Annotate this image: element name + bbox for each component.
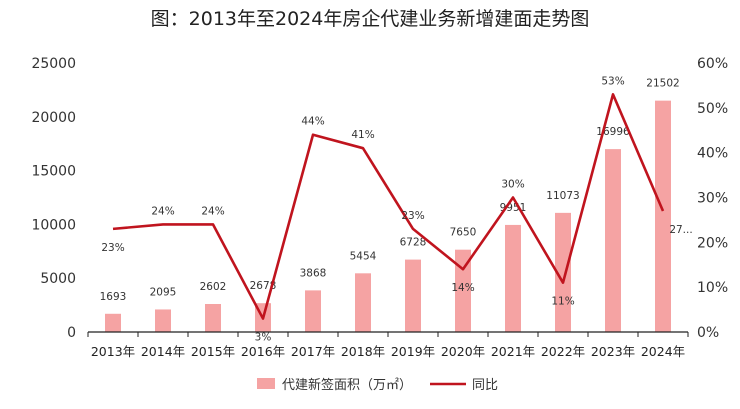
- line-value-label: 53%: [601, 75, 624, 87]
- bar-value-label: 21502: [646, 78, 679, 90]
- bar: [405, 259, 421, 332]
- x-axis: 2013年 2014年 2015年 2016年 2017年 2018年 2019年 2020年…: [87, 331, 689, 359]
- bar: [555, 212, 571, 332]
- legend: 代建新签面积（万㎡） 同比: [257, 377, 498, 393]
- left-tick-label: 10000: [31, 217, 76, 233]
- right-tick-label: 40%: [697, 146, 728, 162]
- bar-value-label: 6728: [400, 237, 427, 249]
- line-value-label: 41%: [351, 129, 374, 141]
- line-path: [112, 93, 665, 320]
- line-value-label: 23%: [401, 210, 424, 222]
- bar-series: 1693 2095 2602 2678386854546728765099511107…: [100, 78, 680, 332]
- bar-value-label: 11073: [546, 190, 579, 202]
- right-tick-label: 10%: [697, 280, 728, 296]
- bar: [605, 149, 621, 332]
- line-value-label: 11%: [551, 296, 574, 308]
- right-tick-label: 20%: [697, 235, 728, 251]
- line-value-label: 23%: [101, 242, 124, 254]
- bar-value-label: 2602: [200, 281, 227, 293]
- line-value-label: 24%: [201, 205, 224, 217]
- line-value-label: 27...: [669, 224, 692, 236]
- right-tick-label: 50%: [697, 101, 728, 117]
- legend-bar-label: 代建新签面积（万㎡）: [282, 377, 412, 393]
- legend-line-label: 同比: [472, 378, 498, 393]
- left-y-axis: 0 5000 10000 15000 20000 25000: [31, 56, 76, 341]
- left-tick-label: 25000: [31, 56, 76, 72]
- left-tick-label: 5000: [40, 271, 76, 287]
- right-tick-label: 60%: [697, 56, 728, 72]
- bar: [655, 100, 671, 332]
- x-tick-label: 2018年: [341, 344, 385, 359]
- x-tick-label: 2013年: [91, 344, 135, 359]
- legend-bar-swatch: [257, 378, 275, 389]
- line-value-label: 3%: [255, 332, 272, 344]
- right-y-axis: 0% 10% 20% 30% 40% 50% 60%: [697, 56, 728, 341]
- bar: [455, 249, 471, 332]
- left-tick-label: 20000: [31, 110, 76, 126]
- chart-title: 图：2013年至2024年房企代建业务新增建面走势图: [150, 8, 590, 30]
- line-value-label: 24%: [151, 205, 174, 217]
- x-tick-label: 2020年: [441, 344, 485, 359]
- x-tick-label: 2022年: [541, 344, 585, 359]
- left-tick-label: 0: [67, 325, 76, 341]
- line-value-label: 44%: [301, 116, 324, 128]
- x-tick-label: 2021年: [491, 344, 535, 359]
- line-value-label: 30%: [501, 179, 524, 191]
- bar: [155, 309, 171, 332]
- bar: [305, 290, 321, 332]
- line-series: 23% 24% 24% 3% 44% 41% 23% 14% 30% 11% 53% 27...: [101, 75, 692, 343]
- x-tick-label: 2016年: [241, 344, 285, 359]
- x-tick-label: 2014年: [141, 344, 185, 359]
- bar-value-label: 7650: [450, 227, 477, 239]
- line-value-label: 14%: [451, 282, 474, 294]
- x-tick-label: 2023年: [591, 344, 635, 359]
- bar-value-label: 3868: [300, 267, 327, 279]
- bar-value-label: 5454: [350, 250, 377, 262]
- bar: [205, 304, 221, 332]
- bar: [355, 273, 371, 332]
- bar: [505, 224, 521, 332]
- bar-value-label: 2095: [150, 286, 177, 298]
- right-tick-label: 30%: [697, 191, 728, 207]
- bar: [105, 313, 121, 332]
- x-tick-label: 2017年: [291, 344, 335, 359]
- right-tick-label: 0%: [697, 325, 719, 341]
- x-tick-label: 2024年: [641, 344, 685, 359]
- x-tick-label: 2015年: [191, 344, 235, 359]
- x-tick-label: 2019年: [391, 344, 435, 359]
- left-tick-label: 15000: [31, 164, 76, 180]
- bar-value-label: 1693: [100, 291, 127, 303]
